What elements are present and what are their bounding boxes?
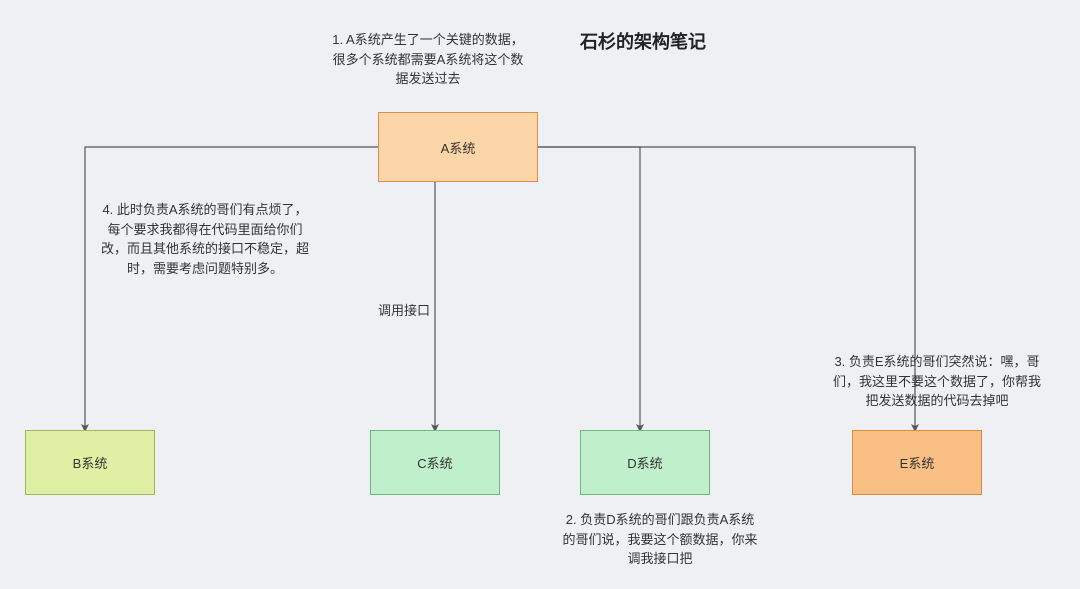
edge-label-1: 调用接口 [378,303,430,318]
edge-2 [538,147,640,430]
annotation-a3: 3. 负责E系统的哥们突然说：嘿，哥们，我这里不要这个数据了，你帮我把发送数据的… [832,352,1042,411]
node-C: C系统 [370,430,500,495]
node-D: D系统 [580,430,710,495]
annotation-a1: 1. A系统产生了一个关键的数据，很多个系统都需要A系统将这个数据发送过去 [328,30,528,89]
annotation-a2: 2. 负责D系统的哥们跟负责A系统的哥们说，我要这个额数据，你来调我接口把 [560,510,760,569]
annotation-a4: 4. 此时负责A系统的哥们有点烦了，每个要求我都得在代码里面给你们改，而且其他系… [100,200,310,278]
node-B: B系统 [25,430,155,495]
edge-0 [85,147,378,430]
node-A: A系统 [378,112,538,182]
edge-layer: 调用接口 [0,0,1080,589]
diagram-title: 石杉的架构笔记 [580,28,706,54]
node-E: E系统 [852,430,982,495]
